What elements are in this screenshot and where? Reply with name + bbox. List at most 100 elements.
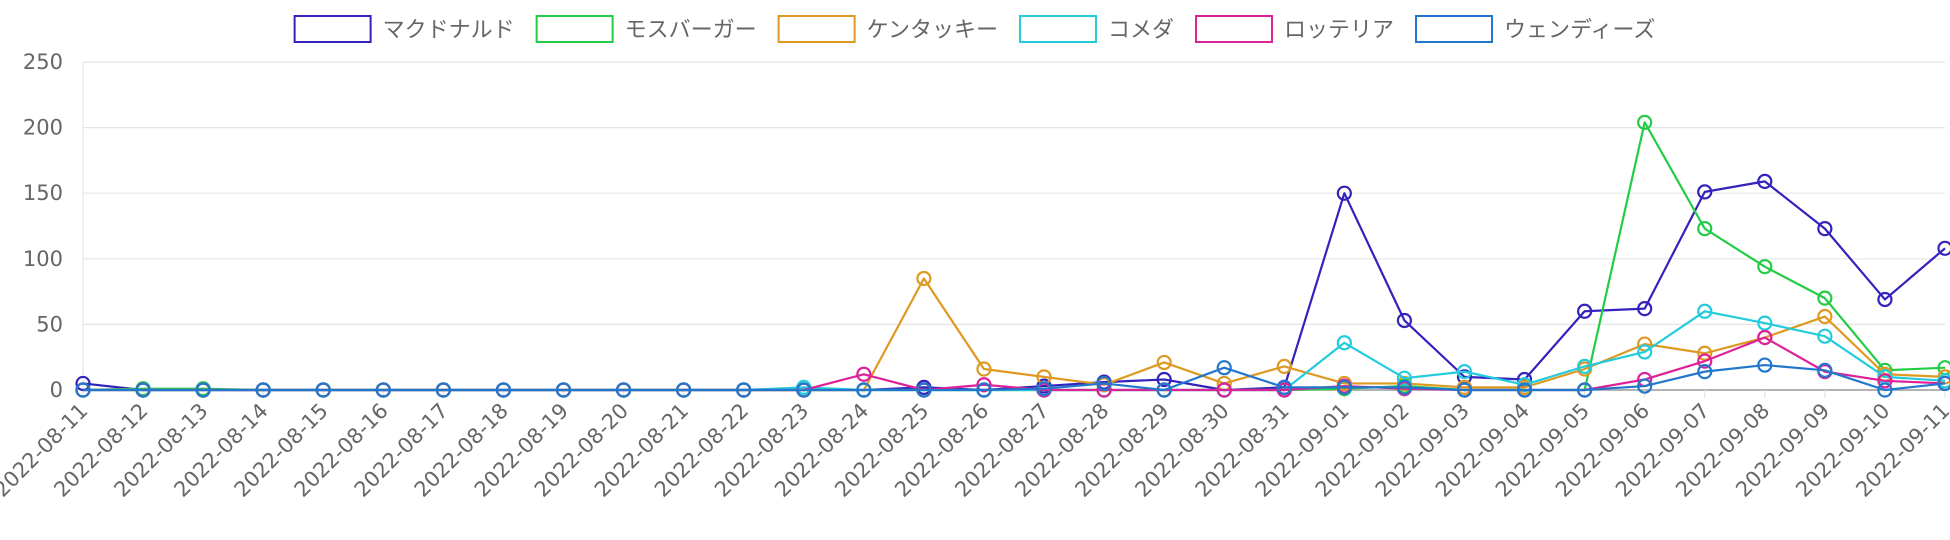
data-point[interactable]	[1156, 371, 1172, 388]
data-point[interactable]	[1937, 240, 1950, 256]
data-point[interactable]	[1637, 344, 1653, 360]
data-point[interactable]	[615, 382, 632, 398]
series-group	[75, 357, 1950, 398]
data-point[interactable]	[1156, 382, 1172, 398]
data-point[interactable]	[1637, 378, 1653, 394]
data-point[interactable]	[1456, 382, 1473, 398]
data-point[interactable]	[1156, 354, 1172, 371]
y-tick-label: 200	[23, 116, 63, 140]
data-point[interactable]	[1516, 382, 1533, 398]
y-tick-label: 50	[36, 312, 63, 336]
data-point[interactable]	[1937, 375, 1950, 392]
series-group	[75, 173, 1950, 398]
data-point[interactable]	[435, 382, 451, 398]
series-line	[83, 363, 1946, 392]
data-point[interactable]	[1516, 377, 1533, 393]
data-point[interactable]	[1817, 328, 1833, 344]
legend-swatch	[535, 15, 614, 43]
y-tick-label: 150	[23, 181, 63, 205]
data-point[interactable]	[195, 382, 211, 398]
data-point[interactable]	[856, 382, 872, 398]
data-point[interactable]	[135, 382, 151, 398]
data-point[interactable]	[315, 382, 331, 398]
data-point[interactable]	[1817, 290, 1833, 306]
data-point[interactable]	[916, 270, 932, 287]
data-point[interactable]	[1757, 173, 1773, 189]
data-point[interactable]	[1877, 373, 1893, 389]
data-point[interactable]	[1036, 381, 1052, 397]
data-point[interactable]	[1396, 370, 1413, 386]
data-point[interactable]	[375, 382, 391, 398]
data-point[interactable]	[255, 382, 271, 398]
data-point[interactable]	[1697, 303, 1713, 319]
legend: マクドナルド モスバーガー ケンタッキー コメダ ロッテリア ウェンディーズ	[293, 15, 1655, 43]
data-point[interactable]	[1276, 379, 1292, 395]
data-point[interactable]	[976, 382, 992, 398]
data-point[interactable]	[1817, 221, 1833, 237]
legend-swatch	[1018, 15, 1097, 43]
data-point[interactable]	[1637, 301, 1653, 317]
data-point[interactable]	[1096, 375, 1112, 392]
data-point[interactable]	[1697, 221, 1713, 237]
data-point[interactable]	[1396, 312, 1413, 329]
data-point[interactable]	[676, 382, 692, 398]
data-point[interactable]	[1336, 335, 1352, 351]
data-point[interactable]	[1757, 357, 1773, 373]
legend-swatch	[777, 15, 856, 43]
data-point[interactable]	[1877, 291, 1893, 308]
plot-area	[75, 114, 1950, 398]
data-point[interactable]	[736, 382, 752, 398]
data-point[interactable]	[1697, 345, 1713, 361]
data-point[interactable]	[1697, 364, 1713, 380]
data-point[interactable]	[555, 382, 572, 398]
data-point[interactable]	[1697, 184, 1713, 200]
data-point[interactable]	[1817, 362, 1833, 378]
legend-item[interactable]: ロッテリア	[1195, 15, 1394, 43]
data-point[interactable]	[1757, 259, 1773, 275]
data-point[interactable]	[1276, 358, 1292, 374]
data-point[interactable]	[1456, 364, 1473, 380]
data-point[interactable]	[1637, 114, 1653, 130]
data-point[interactable]	[1577, 382, 1593, 398]
data-point[interactable]	[796, 382, 812, 398]
data-point[interactable]	[976, 377, 992, 393]
legend-item[interactable]: ケンタッキー	[777, 15, 998, 43]
data-point[interactable]	[1396, 379, 1413, 395]
legend-label: ロッテリア	[1284, 18, 1394, 43]
data-point[interactable]	[1577, 358, 1593, 374]
y-tick-label: 100	[23, 247, 63, 271]
data-point[interactable]	[1757, 329, 1773, 346]
data-point[interactable]	[1877, 382, 1893, 398]
series-group	[75, 114, 1950, 398]
legend-item[interactable]: ウェンディーズ	[1415, 15, 1655, 43]
data-point[interactable]	[1697, 353, 1713, 369]
y-tick-label: 250	[23, 50, 63, 74]
data-point[interactable]	[495, 382, 512, 398]
legend-swatch	[1195, 15, 1273, 43]
legend-item[interactable]: マクドナルド	[293, 15, 515, 43]
data-point[interactable]	[1216, 360, 1232, 376]
data-point[interactable]	[976, 361, 992, 377]
series-group	[75, 303, 1950, 398]
grid-lines	[83, 61, 1945, 391]
data-point[interactable]	[1757, 315, 1773, 331]
data-point[interactable]	[1577, 303, 1593, 319]
series-line	[83, 310, 1946, 392]
series-line	[82, 121, 1946, 392]
series-line	[82, 180, 1946, 392]
legend-label: マクドナルド	[383, 18, 515, 43]
legend-label: ケンタッキー	[867, 18, 998, 43]
data-point[interactable]	[1516, 371, 1533, 388]
legend-item[interactable]: コメダ	[1018, 15, 1174, 43]
data-point[interactable]	[1336, 185, 1352, 201]
data-point[interactable]	[916, 382, 932, 398]
legend-item[interactable]: モスバーガー	[535, 15, 757, 43]
data-point[interactable]	[1637, 336, 1653, 352]
data-point[interactable]	[856, 366, 872, 382]
data-point[interactable]	[1336, 379, 1352, 395]
legend-label: ウェンディーズ	[1504, 18, 1655, 43]
data-point[interactable]	[1216, 382, 1232, 398]
data-point[interactable]	[1817, 308, 1833, 325]
data-point[interactable]	[75, 382, 91, 398]
